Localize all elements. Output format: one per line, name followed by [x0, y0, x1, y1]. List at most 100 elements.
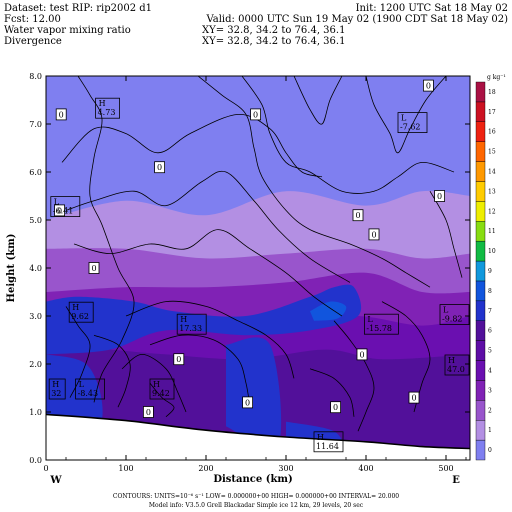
moisture-patch-1	[46, 354, 103, 434]
zero-contour-label: 0	[330, 401, 342, 414]
colorbar-level-label: 5	[488, 348, 492, 355]
moisture-patch-4	[310, 301, 347, 321]
svg-text:0: 0	[146, 408, 151, 417]
svg-text:0: 0	[253, 110, 258, 119]
colorbar-swatch-7	[475, 300, 486, 321]
field-2-xy-label: XY= 32.8, 34.2 to 76.4, 36.1	[202, 36, 345, 47]
center-type: L	[54, 198, 60, 207]
high-center-label: H47.0	[444, 354, 470, 376]
zero-contour-label: 0	[250, 108, 262, 121]
colorbar-level-label: 9	[488, 268, 492, 275]
colorbar-swatch-13	[475, 181, 486, 202]
init-label: Init: 1200 UTC Sat 18 May 02	[356, 3, 508, 14]
svg-text:0: 0	[59, 110, 64, 119]
center-type: L	[401, 114, 407, 123]
divergence-contour-13	[65, 306, 91, 398]
zero-contour-label: 0	[422, 79, 434, 92]
y-tick-label: 0.0	[29, 456, 42, 465]
zero-contour-label: 0	[356, 348, 368, 361]
terrain-layer	[46, 413, 470, 460]
svg-text:0: 0	[91, 264, 96, 273]
low-center-label: L-15.78	[363, 313, 399, 335]
y-tick-label: 7.0	[29, 120, 42, 129]
divergence-contour-6	[121, 353, 187, 413]
colorbar-level-label: 13	[488, 188, 496, 195]
colorbar-swatch-8	[475, 280, 486, 302]
colorbar-level-label: 2	[488, 407, 492, 414]
center-value: 4.73	[98, 108, 116, 117]
x-tick-label: 400	[358, 464, 373, 473]
colorbar-level-label: 6	[488, 328, 492, 335]
colorbar-level-label: 10	[488, 248, 496, 255]
zero-contour-label: 0	[173, 353, 185, 366]
colorbar-swatch-10	[475, 240, 486, 262]
divergence-contour-14	[149, 382, 175, 418]
high-center-label: H32	[48, 378, 66, 400]
high-center-label: H11.64	[313, 431, 344, 453]
terrain-line	[46, 413, 470, 450]
center-value: 9.62	[71, 312, 89, 321]
svg-text:0: 0	[426, 82, 431, 91]
center-value: -8.43	[78, 389, 99, 398]
center-value: -7.62	[400, 123, 421, 132]
divergence-contour-8	[241, 76, 455, 194]
divergence-contour-9	[293, 76, 343, 125]
colorbar-level-label: 4	[488, 367, 492, 374]
svg-text:0: 0	[411, 394, 416, 403]
svg-text:0: 0	[437, 192, 442, 201]
center-value: 11.64	[316, 442, 339, 451]
divergence-contour-3	[73, 229, 343, 317]
colorbar-level-label: 1	[488, 427, 492, 434]
colorbar-level-label: 8	[488, 288, 492, 295]
divergence-contour-4	[125, 300, 295, 379]
divergence-contour-1	[61, 113, 323, 178]
high-center-label: H4.73	[95, 97, 120, 119]
terrain-fill	[46, 414, 470, 460]
divergence-contour-17	[309, 368, 355, 417]
x-tick-label: 300	[278, 464, 293, 473]
colorbar-level-label: 15	[488, 149, 496, 156]
zero-contour-label: 0	[88, 262, 100, 274]
center-type: H	[153, 380, 160, 389]
high-center-label: H9.42	[149, 378, 175, 400]
center-type: L	[443, 306, 449, 315]
colorbar-level-label: 0	[488, 447, 492, 454]
colorbar-level-label: 16	[488, 129, 496, 136]
zero-contour-label: 0	[434, 190, 446, 202]
svg-text:0: 0	[157, 163, 162, 172]
y-tick-label: 3.0	[29, 312, 42, 321]
high-center-label: H17.33	[176, 313, 207, 335]
x-axis-label: Distance (km)	[213, 474, 292, 485]
low-center-label: L-9.82	[439, 304, 470, 326]
colorbar-swatch-17	[475, 101, 486, 122]
high-center-label: H9.62	[68, 301, 94, 323]
divergence-contour-16	[429, 191, 463, 278]
x-axis-west-label: W	[49, 475, 62, 486]
colorbar-swatch-5	[475, 340, 486, 361]
center-value: 47.0	[447, 365, 465, 374]
divergence-contour-5	[149, 334, 251, 408]
y-tick-label: 1.0	[29, 408, 42, 417]
zero-contour-label: 0	[54, 204, 65, 217]
dataset-label: Dataset: test RIP: rip2002 d1	[4, 3, 152, 14]
field-1-xy-label: XY= 32.8, 34.2 to 76.4, 36.1	[202, 25, 345, 36]
colorbar-level-label: 12	[488, 208, 496, 215]
center-value: 17.33	[179, 324, 202, 333]
divergence-contour-12	[381, 301, 431, 413]
colorbar-swatch-11	[475, 221, 486, 242]
center-type: H	[448, 356, 455, 365]
svg-text:0: 0	[176, 355, 181, 364]
center-type: H	[180, 315, 187, 324]
low-center-label: L-6.41	[50, 196, 81, 218]
forecast-label: Fcst: 12.00	[4, 14, 61, 25]
field-2-label: Divergence	[4, 36, 62, 47]
colorbar-swatch-12	[475, 201, 486, 222]
colorbar-level-label: 3	[488, 387, 492, 394]
center-value: 9.42	[152, 389, 170, 398]
center-type: H	[72, 303, 79, 312]
colorbar-swatch-4	[475, 360, 486, 381]
x-tick-label: 100	[118, 464, 133, 473]
colorbar-swatch-2	[475, 400, 486, 421]
